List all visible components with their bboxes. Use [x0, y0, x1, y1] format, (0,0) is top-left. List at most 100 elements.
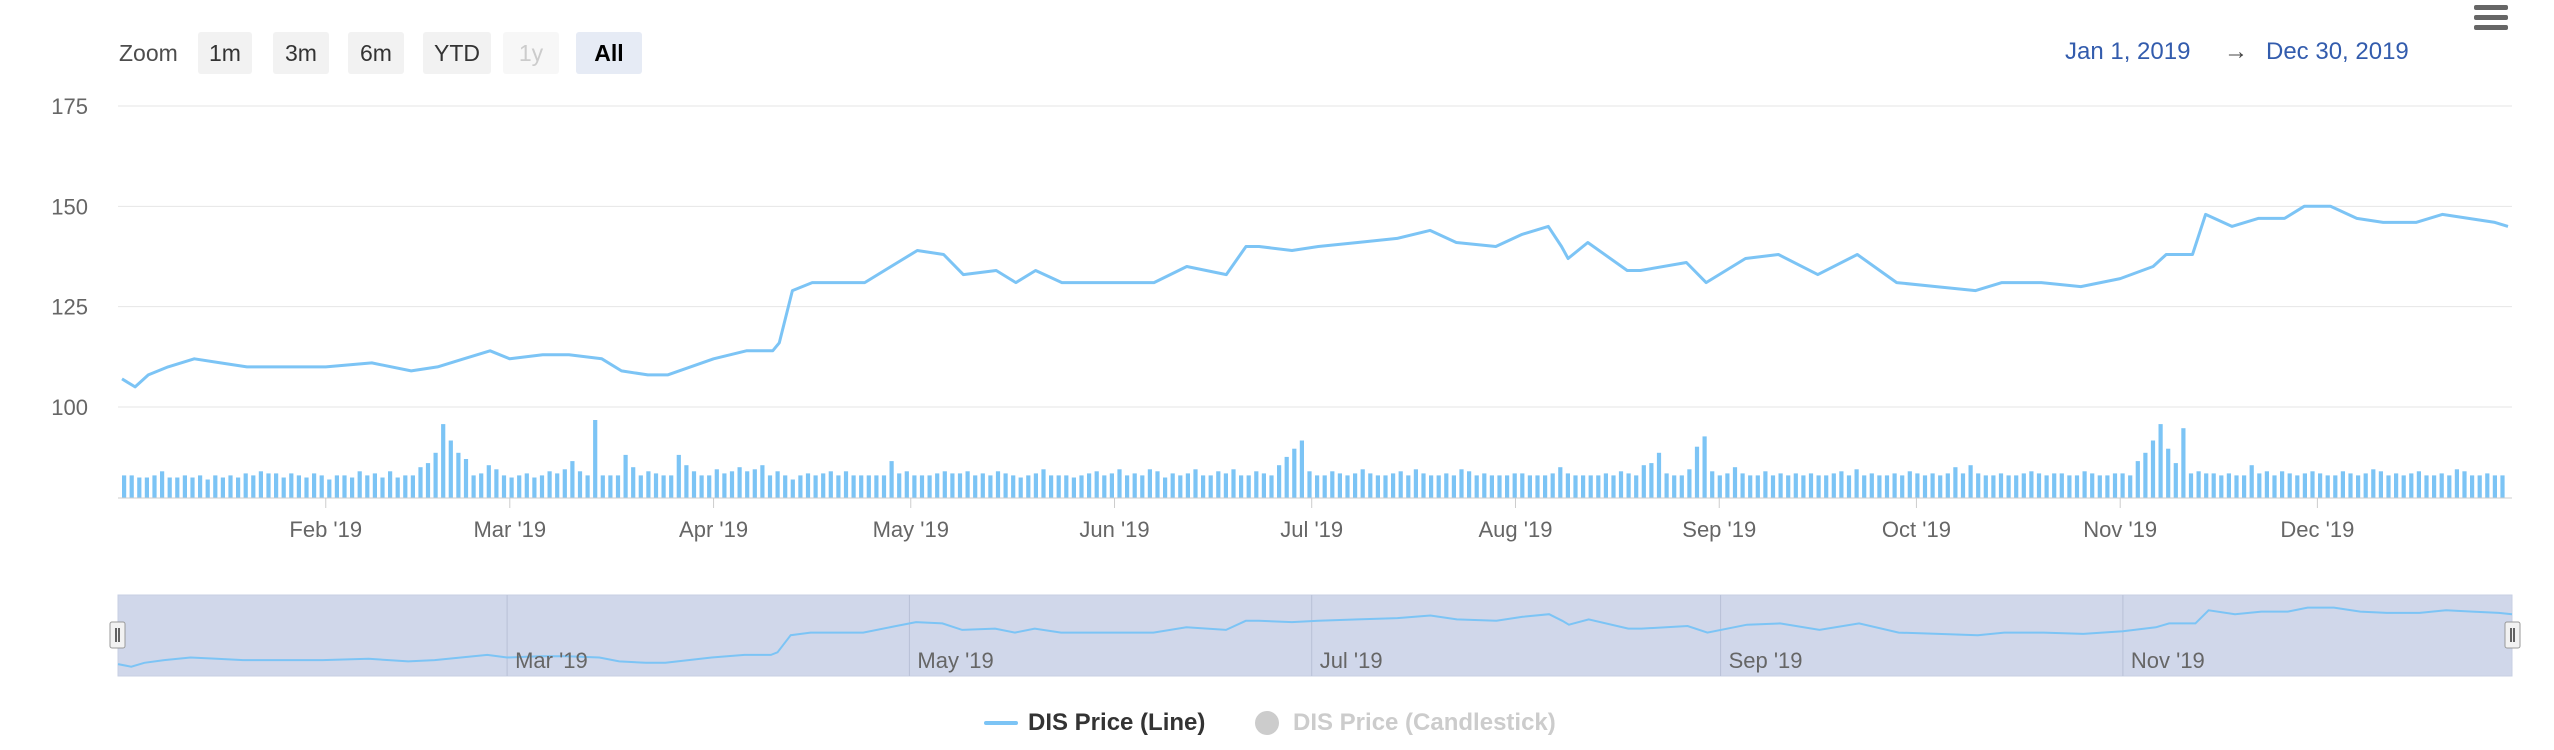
volume-bar [631, 467, 636, 498]
volume-bar [517, 475, 522, 498]
volume-bar [1353, 473, 1358, 498]
volume-bar [821, 473, 826, 498]
volume-bar [2470, 475, 2475, 498]
volume-bar [1140, 475, 1145, 498]
volume-bar [2097, 475, 2102, 498]
zoom-button-1y[interactable]: 1y [503, 32, 559, 74]
volume-bar [1436, 475, 1441, 498]
volume-bar [1079, 475, 1084, 498]
legend-item-line[interactable]: DIS Price (Line) [984, 709, 1205, 737]
volume-bar [524, 473, 529, 498]
legend-item-candlestick[interactable]: DIS Price (Candlestick) [1255, 709, 1556, 737]
volume-bar [2394, 473, 2399, 498]
handle-left-body[interactable] [109, 621, 126, 649]
volume-bar [1102, 475, 1107, 498]
volume-bar [1725, 473, 1730, 498]
volume-bar [1467, 471, 1472, 498]
volume-bar [562, 469, 567, 498]
volume-bar [129, 475, 134, 498]
volume-bar [585, 475, 590, 498]
zoom-button-6m[interactable]: 6m [348, 32, 404, 74]
volume-bar [1505, 475, 1510, 498]
volume-bar [342, 475, 347, 498]
volume-bar [1634, 475, 1639, 498]
volume-bar [2462, 471, 2467, 498]
volume-bar [182, 475, 187, 498]
volume-bar [319, 475, 324, 498]
volume-bar [2181, 428, 2186, 498]
volume-bar [2333, 475, 2338, 498]
volume-bar [175, 477, 180, 498]
volume-bar [2128, 475, 2133, 498]
volume-bar [2280, 471, 2285, 498]
volume-bar [243, 473, 248, 498]
volume-bar [2036, 473, 2042, 498]
volume-bar [494, 469, 499, 498]
volume-bar [874, 475, 879, 498]
volume-bar [1892, 473, 1897, 498]
volume-bar [2082, 471, 2087, 498]
volume-bar [1337, 473, 1342, 498]
volume-bar [1391, 473, 1396, 498]
volume-bar [1033, 473, 1038, 498]
volume-bar [1345, 475, 1350, 498]
volume-bar [403, 475, 408, 498]
volume-bar [2242, 475, 2247, 498]
volume-bar [1945, 473, 1950, 498]
volume-bar [1322, 475, 1327, 498]
volume-bar [410, 475, 415, 498]
x-tick-label: Dec '19 [2280, 517, 2354, 542]
volume-bar [919, 475, 925, 498]
volume-bar [2272, 475, 2277, 498]
volume-bar [661, 475, 666, 498]
volume-bar [266, 473, 271, 498]
volume-bar [1246, 475, 1251, 498]
volume-bar [1770, 475, 1776, 498]
navigator-tick-label: Jul '19 [1320, 648, 1383, 673]
volume-bar [152, 475, 157, 498]
volume-bar [570, 461, 575, 498]
handle-right-body[interactable] [2504, 621, 2521, 649]
volume-bar [927, 475, 932, 498]
volume-bar [501, 475, 507, 498]
volume-bar [843, 471, 849, 498]
volume-bar [1132, 473, 1137, 498]
volume-bar [593, 420, 598, 498]
navigator-handle-left[interactable] [109, 621, 126, 649]
zoom-button-3m[interactable]: 3m [273, 32, 329, 74]
y-tick-label: 150 [51, 194, 88, 219]
volume-bar [851, 475, 856, 498]
volume-bar [2500, 475, 2505, 498]
volume-bar [813, 475, 818, 498]
volume-bar [1026, 475, 1031, 498]
volume-bar [1960, 473, 1966, 498]
volume-bar [532, 477, 537, 498]
navigator-tick-label: Nov '19 [2131, 648, 2205, 673]
volume-bar [441, 424, 446, 498]
volume-bar [2067, 475, 2072, 498]
volume-bar [828, 471, 833, 498]
volume-bar [1254, 471, 1259, 498]
volume-bar [1824, 475, 1829, 498]
zoom-button-1m[interactable]: 1m [198, 32, 252, 74]
volume-bar [646, 471, 651, 498]
volume-bar [1368, 473, 1373, 498]
navigator-handle-right[interactable] [2504, 621, 2521, 649]
range-to-date[interactable]: Dec 30, 2019 [2266, 38, 2409, 65]
hamburger-menu-icon[interactable] [2468, 0, 2514, 36]
volume-bar [471, 475, 476, 498]
zoom-button-all[interactable]: All [576, 32, 642, 74]
volume-bar [1839, 471, 1844, 498]
volume-bar [859, 475, 864, 498]
volume-bar [767, 475, 773, 498]
volume-bar [1406, 475, 1411, 498]
volume-bar [2044, 475, 2049, 498]
volume-bar [1991, 475, 1996, 498]
volume-bar [1482, 473, 1487, 498]
x-tick-label: May '19 [873, 517, 949, 542]
volume-bar [1900, 475, 1905, 498]
volume-bar [1998, 473, 2004, 498]
volume-bar [555, 473, 560, 498]
range-from-date[interactable]: Jan 1, 2019 [2065, 38, 2191, 65]
zoom-button-ytd[interactable]: YTD [423, 32, 491, 74]
